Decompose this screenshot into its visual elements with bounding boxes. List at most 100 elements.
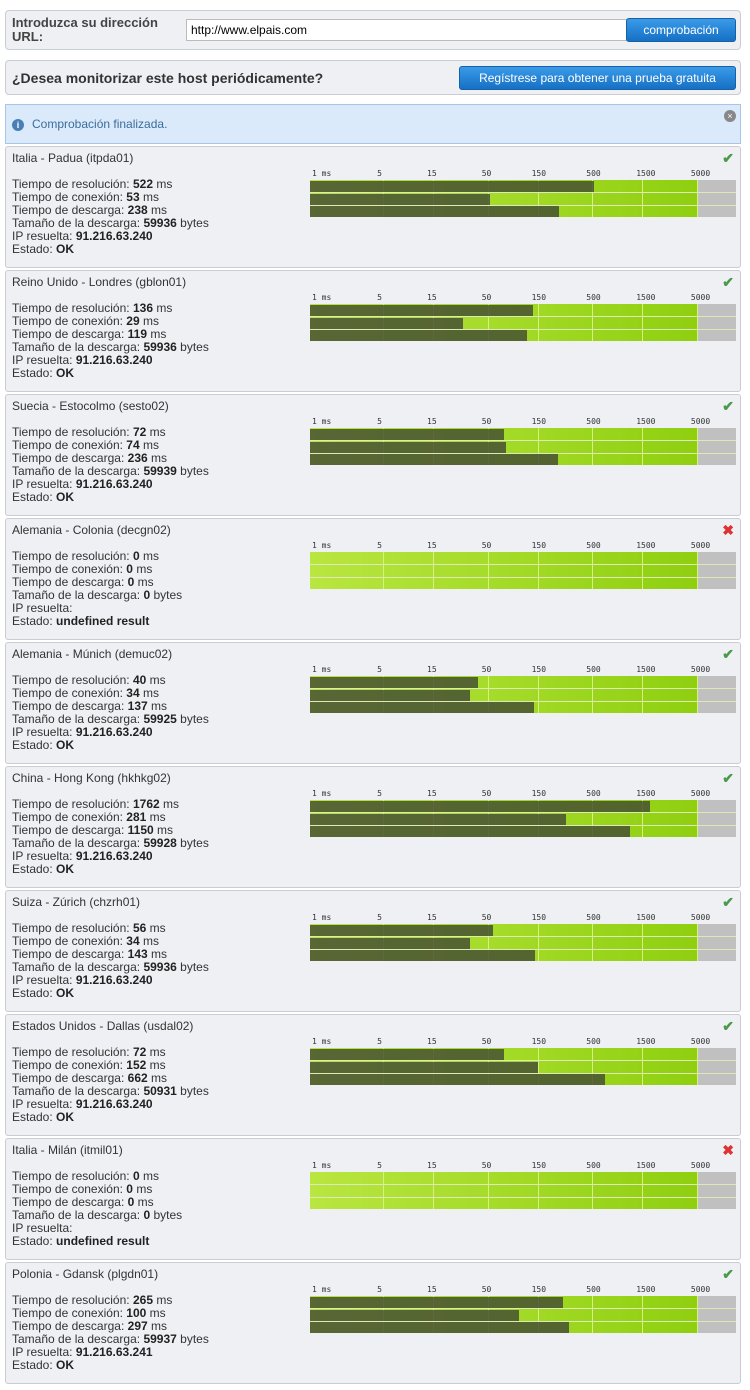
download-bar [310,454,559,465]
status: Estado: undefined result [12,1234,150,1248]
location-name: Alemania - Múnich (demuc02) [12,647,173,661]
connection-bar [310,937,471,949]
status: Estado: OK [12,986,75,1000]
connection-bar [310,1309,520,1321]
scale-tick: 50 [481,417,492,426]
download-bar [310,1322,569,1333]
download-time: Tiempo de descarga: 236 ms [12,451,168,465]
download-time: Tiempo de descarga: 297 ms [12,1319,168,1333]
scale-tick: 1500 [636,293,656,302]
time-scale: 1 ms 5 15 50 150 500 1500 5000 [310,665,740,675]
info-icon: i [12,119,24,131]
scale-tick: 5 [377,1285,382,1294]
scale-tick: 150 [531,541,547,550]
location-name: Alemania - Colonia (decgn02) [12,523,171,537]
scale-tick: 50 [481,1285,492,1294]
connection-time: Tiempo de conexión: 53 ms [12,190,159,204]
check-icon: ✔ [722,1266,734,1282]
time-scale: 1 ms 5 15 50 150 500 1500 5000 [310,1161,740,1171]
location-panel: Estados Unidos - Dallas (usdal02) ✔ Tiem… [5,1014,741,1136]
resolution-time: Tiempo de resolución: 265 ms [12,1293,173,1307]
scale-tick: 1500 [636,541,656,550]
timing-chart [310,428,736,465]
scale-tick: 5000 [690,1037,711,1046]
time-scale: 1 ms 5 15 50 150 500 1500 5000 [310,789,740,799]
resolution-time: Tiempo de resolución: 72 ms [12,1045,166,1059]
url-input[interactable] [186,19,636,41]
resolved-ip: IP resuelta: [12,1221,73,1235]
timing-chart [310,180,736,217]
location-panel: China - Hong Kong (hkhkg02) ✔ Tiempo de … [5,766,741,888]
time-scale: 1 ms 5 15 50 150 500 1500 5000 [310,417,740,427]
time-scale: 1 ms 5 15 50 150 500 1500 5000 [310,1037,740,1047]
location-name: Estados Unidos - Dallas (usdal02) [12,1019,194,1033]
resolution-time: Tiempo de resolución: 72 ms [12,425,166,439]
scale-tick: 500 [586,1161,601,1170]
download-time: Tiempo de descarga: 143 ms [12,947,168,961]
download-size: Tamaño de la descarga: 59936 bytes [12,960,209,974]
scale-tick: 5000 [690,913,711,922]
error-icon: ✖ [722,1142,734,1158]
scale-tick: 5 [377,417,382,426]
scale-tick: 50 [481,293,492,302]
scale-tick: 1500 [636,417,656,426]
scale-tick: 50 [481,913,492,922]
check-icon: ✔ [722,1018,734,1034]
connection-bar [310,193,491,205]
location-panel: Suecia - Estocolmo (sesto02) ✔ Tiempo de… [5,394,741,516]
scale-tick: 150 [531,417,547,426]
scale-tick: 50 [481,1161,492,1170]
scale-tick: 1 ms [312,1037,332,1046]
scale-tick: 15 [427,293,437,302]
connection-time: Tiempo de conexión: 281 ms [12,810,166,824]
status: Estado: OK [12,366,75,380]
check-icon: ✔ [722,646,734,662]
scale-tick: 15 [427,665,437,674]
connection-time: Tiempo de conexión: 0 ms [12,562,153,576]
metrics: Tiempo de resolución: 265 ms Tiempo de c… [12,1294,209,1372]
info-message: Comprobación finalizada. [32,117,168,131]
scale-tick: 500 [586,541,601,550]
download-size: Tamaño de la descarga: 0 bytes [12,1208,183,1222]
location-name: Polonia - Gdansk (plgdn01) [12,1267,159,1281]
scale-tick: 5000 [690,1161,711,1170]
close-icon[interactable]: × [724,110,736,122]
scale-tick: 150 [531,789,547,798]
resolution-bar [310,1049,505,1060]
location-panel: Polonia - Gdansk (plgdn01) ✔ Tiempo de r… [5,1262,741,1384]
download-time: Tiempo de descarga: 137 ms [12,699,168,713]
scale-tick: 150 [531,1285,547,1294]
scale-tick: 1500 [636,789,656,798]
scale-tick: 5 [377,665,382,674]
scale-tick: 1 ms [312,541,332,550]
download-time: Tiempo de descarga: 1150 ms [12,823,174,837]
location-panel: Italia - Milán (itmil01) ✖ Tiempo de res… [5,1138,741,1260]
download-size: Tamaño de la descarga: 0 bytes [12,588,183,602]
status: Estado: OK [12,490,75,504]
status: Estado: OK [12,1110,75,1124]
connection-bar [310,317,463,329]
register-button[interactable]: Regístrese para obtener una prueba gratu… [459,66,736,90]
scale-tick: 5 [377,541,382,550]
connection-bar [310,441,506,453]
scale-tick: 5000 [690,789,711,798]
metrics: Tiempo de resolución: 56 ms Tiempo de co… [12,922,209,1000]
connection-time: Tiempo de conexión: 74 ms [12,438,159,452]
scale-tick: 500 [586,913,601,922]
connection-bar [310,1061,539,1073]
scale-tick: 500 [586,293,601,302]
scale-tick: 15 [427,1037,437,1046]
scale-tick: 150 [531,665,547,674]
download-size: Tamaño de la descarga: 59928 bytes [12,836,209,850]
resolved-ip: IP resuelta: 91.216.63.240 [12,477,153,491]
status: Estado: OK [12,862,75,876]
scale-tick: 500 [586,417,601,426]
timing-chart [310,552,736,589]
metrics: Tiempo de resolución: 136 ms Tiempo de c… [12,302,209,380]
scale-tick: 15 [427,1285,437,1294]
connection-time: Tiempo de conexión: 100 ms [12,1306,166,1320]
check-button[interactable]: comprobación [626,18,736,42]
download-time: Tiempo de descarga: 238 ms [12,203,168,217]
connection-time: Tiempo de conexión: 29 ms [12,314,159,328]
scale-tick: 1 ms [312,293,332,302]
